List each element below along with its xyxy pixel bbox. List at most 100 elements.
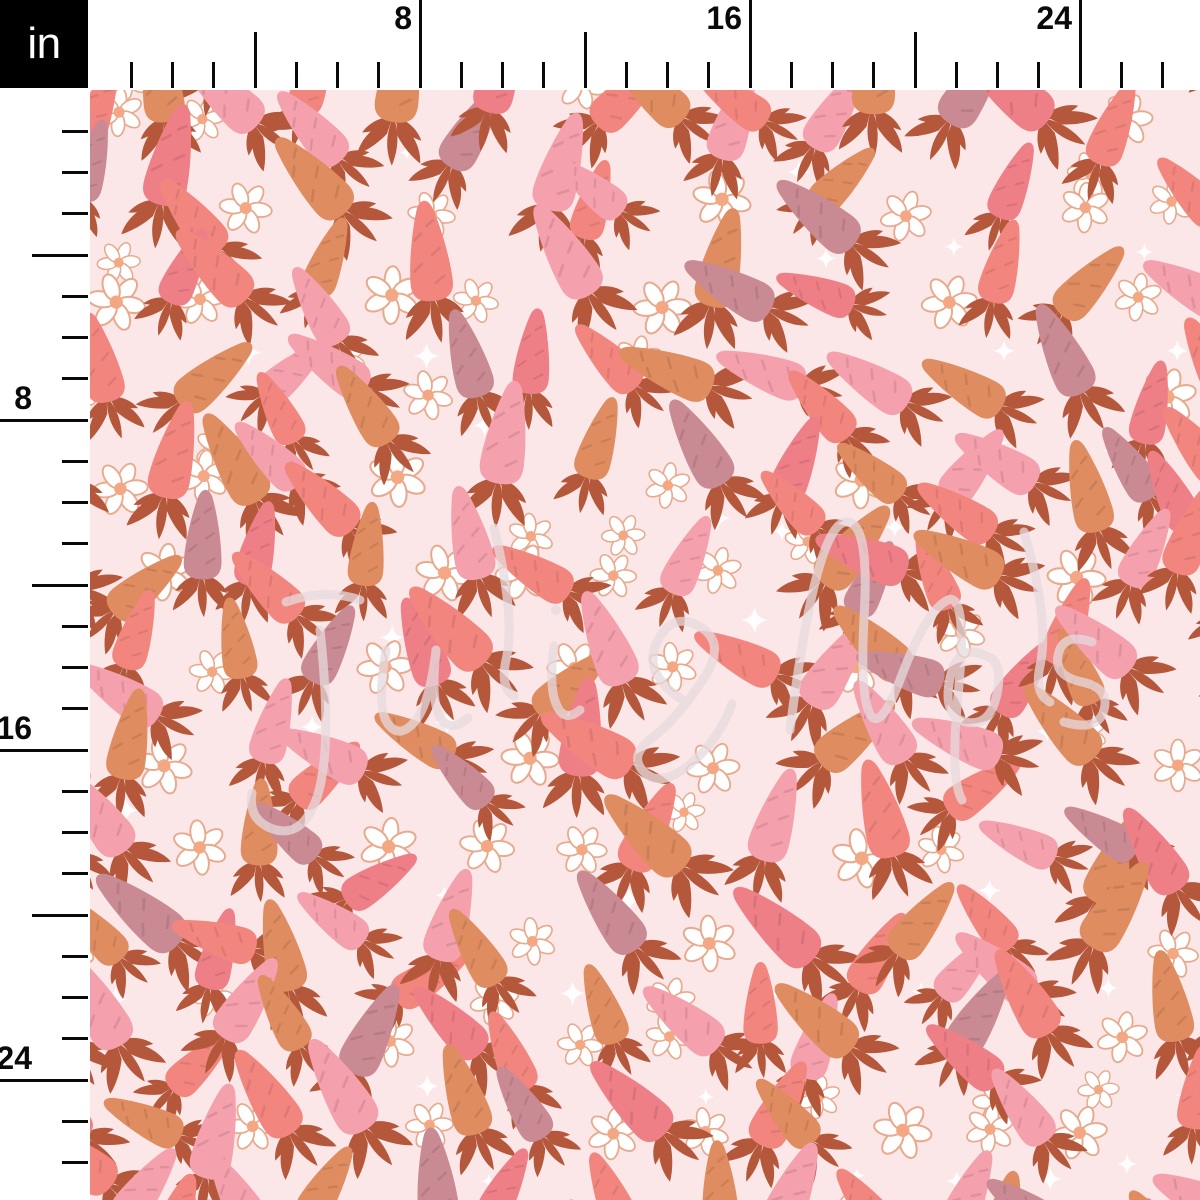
carrot-leaf-icon <box>553 473 608 516</box>
carrot-motif <box>986 1178 1061 1200</box>
sparkle-icon <box>944 237 964 257</box>
ruler-tick-h-19 <box>872 62 876 88</box>
daisy-motif <box>96 242 141 284</box>
carrot-stripes <box>352 518 379 573</box>
carrot-stripes <box>505 1077 543 1125</box>
ruler-tick-v-21 <box>62 954 88 958</box>
carrot-stripes <box>446 1059 484 1118</box>
carrot-stripes <box>358 862 407 901</box>
carrot-leaf-icon <box>589 862 650 914</box>
carrot-leaf-icon <box>1161 882 1200 937</box>
carrot-stripes <box>262 382 297 430</box>
carrot-leaf-icon <box>460 478 527 528</box>
daisy-center <box>942 296 956 309</box>
daisy-motif <box>645 462 691 509</box>
carrot-stripes <box>1134 377 1165 431</box>
carrot-body <box>660 516 712 597</box>
ruler-horizontal: 8 16 24 <box>88 0 1200 88</box>
carrot-body <box>477 1148 529 1200</box>
carrot-body <box>90 770 136 858</box>
carrot-motif <box>589 1152 639 1200</box>
carrot-body <box>887 882 955 961</box>
carrot-body <box>442 1044 493 1136</box>
carrot-leaf-icon <box>399 954 461 1003</box>
daisy-center <box>607 1127 620 1140</box>
carrot-stripes <box>90 992 122 1030</box>
daisy-motif <box>632 280 692 335</box>
carrot-motif <box>90 853 112 890</box>
daisy-motif <box>452 278 499 323</box>
carrot-leaf-icon <box>180 1029 240 1083</box>
carrot-stripes <box>92 920 117 951</box>
ruler-tick-v-5 <box>62 294 88 298</box>
sparkle-icon <box>1166 339 1189 362</box>
carrot-motif <box>210 1155 273 1200</box>
carrot-layer <box>90 90 1200 1200</box>
carrot-stripes <box>413 219 446 285</box>
carrot-body <box>1117 508 1171 589</box>
carrot-body <box>413 986 489 1061</box>
carrot-stripes <box>1042 318 1085 378</box>
ruler-tick-h-8 <box>418 0 422 88</box>
daisy-center <box>193 841 206 854</box>
carrot-motif <box>356 90 422 166</box>
carrot-leaf-icon <box>1081 746 1141 806</box>
carrot-stripes <box>202 90 250 118</box>
daisy-motif <box>1077 1070 1120 1110</box>
daisy-center <box>239 202 252 215</box>
ruler-tick-h-18 <box>831 62 834 88</box>
sparkle-icon <box>816 248 836 269</box>
daisy-center <box>1132 291 1144 303</box>
carrot-body <box>1079 861 1149 953</box>
daisy-center <box>854 851 869 866</box>
daisy-motif <box>966 1104 1014 1155</box>
carrot-stripes <box>1003 1184 1028 1200</box>
ruler-tick-v-8 <box>0 418 88 422</box>
carrot-motif <box>448 908 537 1025</box>
carrot-body <box>994 949 1061 1039</box>
daisy-motif <box>879 190 932 242</box>
daisy-center <box>984 1123 996 1135</box>
daisy-center <box>525 530 537 542</box>
fabric-swatch[interactable] <box>90 90 1200 1200</box>
carrot-motif <box>921 358 1045 449</box>
carrot-body <box>956 884 1019 954</box>
carrot-stripes <box>1162 265 1196 310</box>
carrot-stripes <box>630 90 676 113</box>
ruler-vertical: 8 16 24 <box>0 88 88 1200</box>
daisy-center <box>194 293 206 306</box>
carrot-motif <box>1091 508 1171 625</box>
carrot-stripes <box>92 802 123 838</box>
carrot-stripes <box>1093 882 1143 936</box>
carrot-body <box>95 873 187 954</box>
ruler-tick-v-13 <box>62 624 88 628</box>
carrot-stripes <box>822 162 867 202</box>
carrot-motif <box>575 324 677 429</box>
daisy-center <box>664 1031 675 1042</box>
carrot-motif <box>940 1150 993 1200</box>
ruler-tick-h-20 <box>913 32 917 88</box>
carrot-body <box>776 272 856 319</box>
carrot-stripes <box>1171 166 1195 213</box>
carrot-leaf-icon <box>719 1138 780 1189</box>
carrot-motif <box>1122 807 1200 937</box>
daisy-center <box>206 666 218 678</box>
carrot-stripes <box>679 412 723 469</box>
carrot-body <box>946 971 1010 1057</box>
carrot-body <box>90 897 129 966</box>
daisy-center <box>1079 201 1092 214</box>
carrot-body <box>776 179 861 254</box>
carrot-stripes <box>574 166 615 209</box>
ruler-tick-v-20 <box>32 913 88 917</box>
carrot-body <box>374 90 420 123</box>
carrot-body <box>808 147 875 214</box>
carrot-motif <box>296 1146 353 1200</box>
daisy-petals <box>173 819 227 876</box>
daisy-motif <box>1153 738 1200 793</box>
carrot-stripes <box>581 414 615 466</box>
carrot-motif <box>776 179 902 291</box>
carrot-stripes <box>639 350 699 393</box>
carrot-leaf-icon <box>234 287 293 346</box>
carrot-leaf-icon <box>90 396 145 441</box>
carrot-stripes <box>561 717 620 767</box>
